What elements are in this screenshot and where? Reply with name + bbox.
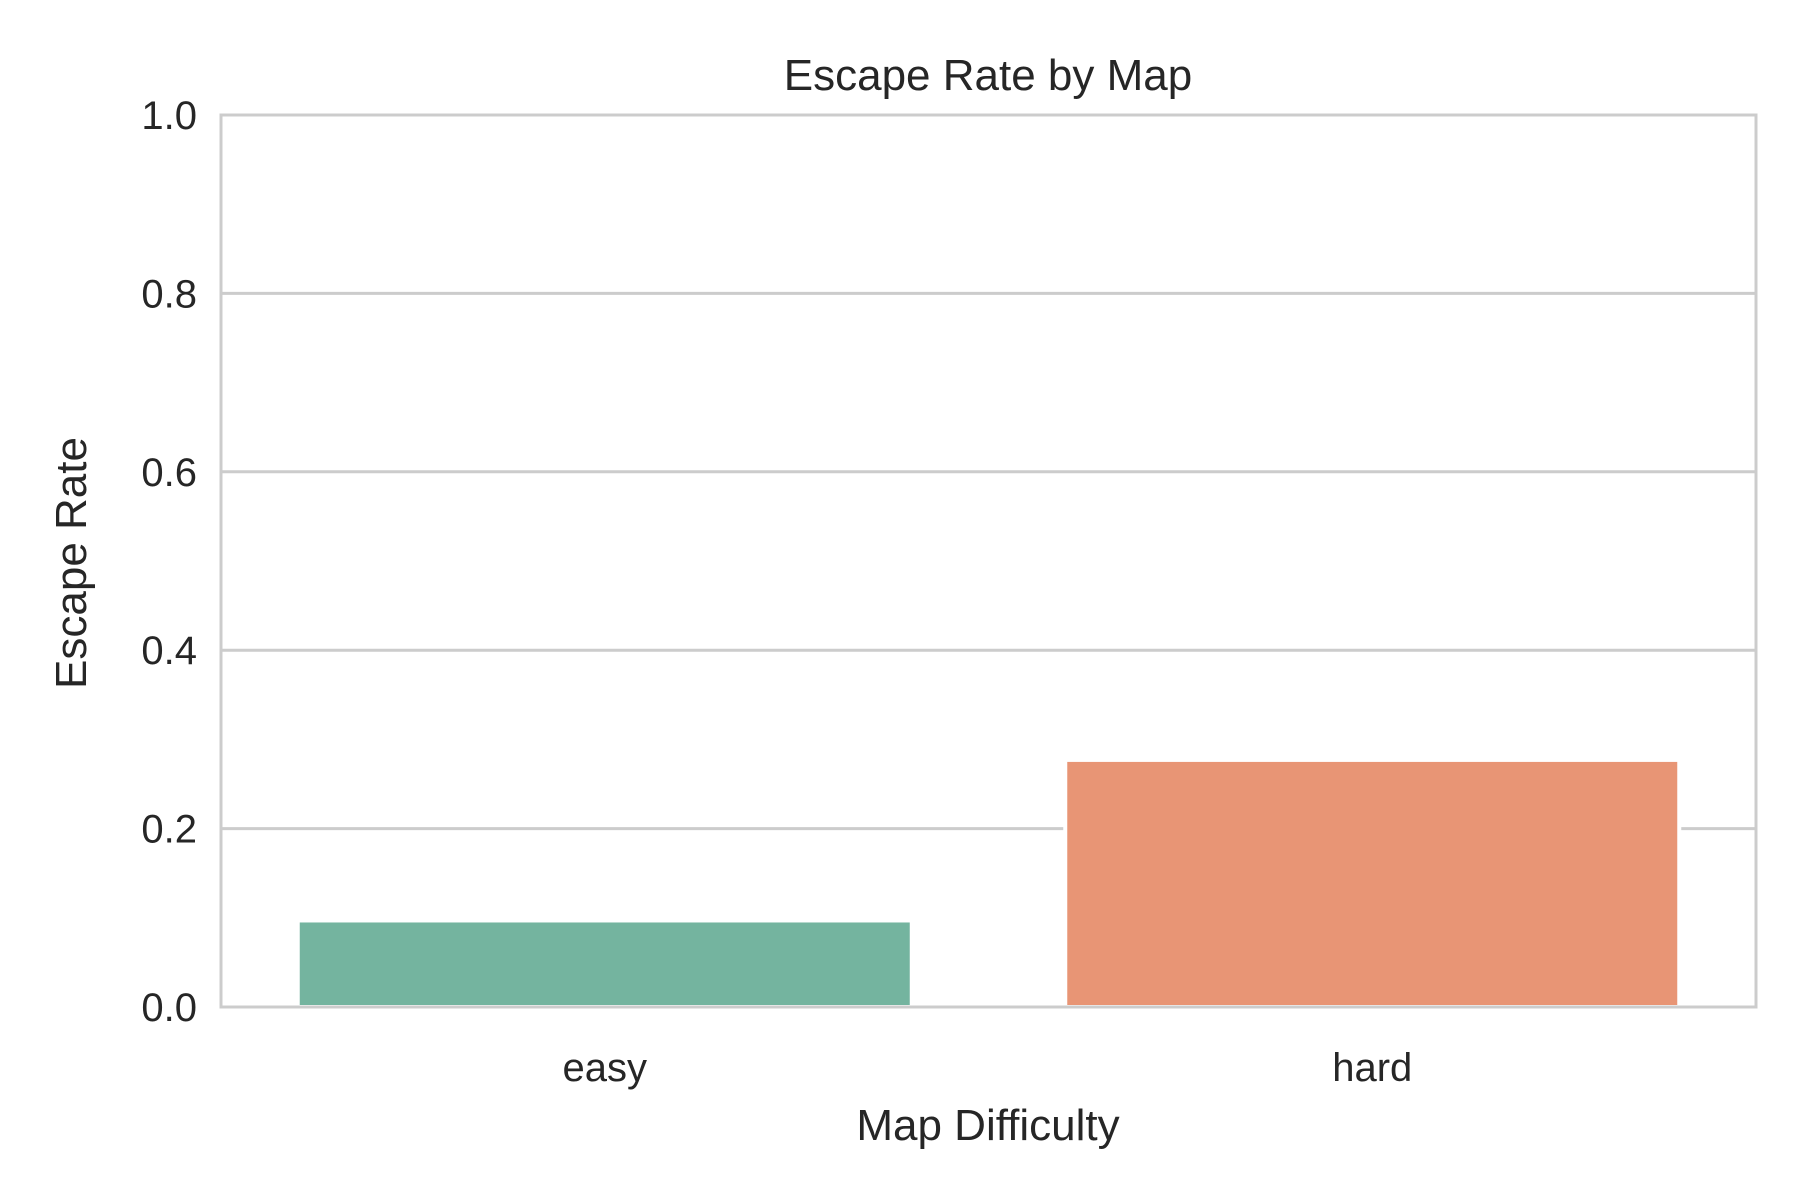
bars bbox=[295, 757, 1682, 1010]
y-tick-label: 0.8 bbox=[141, 272, 197, 316]
plot-frame bbox=[219, 113, 1758, 1009]
y-axis-label: Escape Rate bbox=[47, 437, 96, 689]
x-tick-label-easy: easy bbox=[563, 1046, 648, 1090]
y-tick-label: 0.4 bbox=[141, 629, 197, 673]
y-tick-label: 0.0 bbox=[141, 986, 197, 1030]
x-axis-label: Map Difficulty bbox=[856, 1101, 1119, 1150]
y-tick-labels: 0.0 0.2 0.4 0.6 0.8 1.0 bbox=[141, 94, 197, 1030]
y-tick-label: 0.6 bbox=[141, 451, 197, 495]
y-tick-label: 0.2 bbox=[141, 808, 197, 852]
bar-easy bbox=[295, 918, 914, 1010]
x-tick-labels: easy hard bbox=[563, 1046, 1413, 1090]
bar-hard bbox=[1063, 757, 1682, 1010]
y-tick-label: 1.0 bbox=[141, 94, 197, 138]
x-tick-label-hard: hard bbox=[1332, 1046, 1412, 1090]
chart-title: Escape Rate by Map bbox=[784, 51, 1192, 100]
